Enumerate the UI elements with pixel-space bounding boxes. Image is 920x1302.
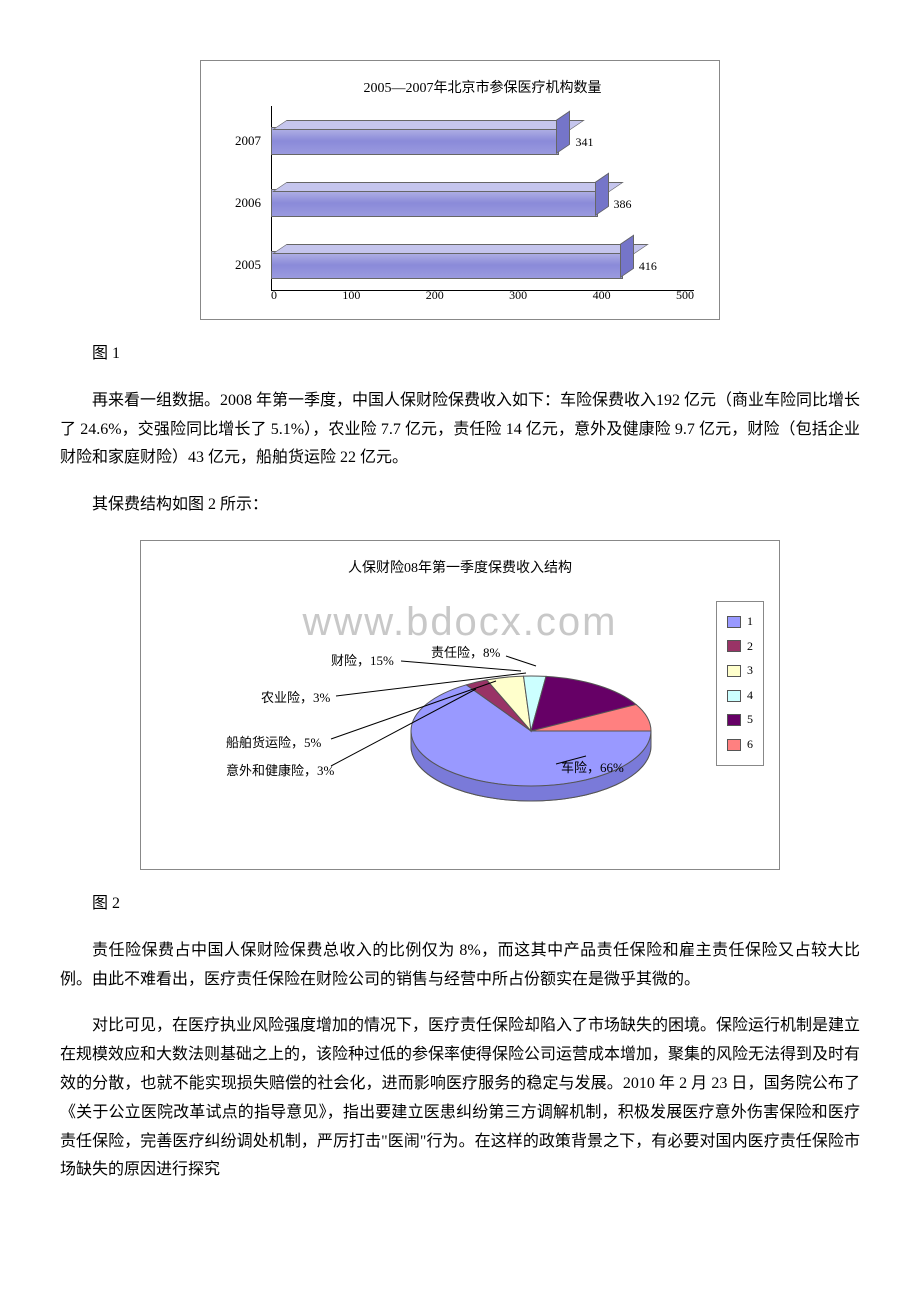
paragraph: 对比可见，在医疗执业风险强度增加的情况下，医疗责任保险却陷入了市场缺失的困境。保… xyxy=(60,1012,860,1185)
xtick: 400 xyxy=(593,285,611,307)
pie-slice-label: 责任险，8% xyxy=(431,641,500,664)
legend-swatch xyxy=(727,739,741,751)
legend-label: 6 xyxy=(747,734,753,756)
legend-swatch xyxy=(727,665,741,677)
bar-value: 386 xyxy=(614,194,632,216)
bar-category: 2007 xyxy=(221,129,261,152)
xtick: 500 xyxy=(676,285,694,307)
bar-row: 2006 386 xyxy=(271,178,694,228)
legend-swatch xyxy=(727,690,741,702)
pie-slice-label: 财险，15% xyxy=(331,649,394,672)
legend-item: 3 xyxy=(727,660,753,682)
xtick: 200 xyxy=(426,285,444,307)
legend-label: 5 xyxy=(747,709,753,731)
chart2-title: 人保财险08年第一季度保费收入结构 xyxy=(156,556,764,581)
xtick: 300 xyxy=(509,285,527,307)
chart1-title: 2005—2007年北京市参保医疗机构数量 xyxy=(271,76,694,101)
legend-swatch xyxy=(727,640,741,652)
pie-graphic xyxy=(401,651,661,832)
pie-slice-label: 船舶货运险，5% xyxy=(226,731,321,754)
legend-item: 6 xyxy=(727,734,753,756)
figure-caption-2: 图 2 xyxy=(60,890,860,919)
bar-category: 2006 xyxy=(221,191,261,214)
xtick: 100 xyxy=(342,285,360,307)
pie-slice-label: 车险，66% xyxy=(561,756,624,779)
legend-label: 1 xyxy=(747,611,753,633)
bar-value: 416 xyxy=(639,256,657,278)
bar-value: 341 xyxy=(575,132,593,154)
bar: 386 xyxy=(271,189,598,217)
paragraph: 其保费结构如图 2 所示： xyxy=(60,491,860,520)
legend-label: 4 xyxy=(747,685,753,707)
legend-label: 2 xyxy=(747,636,753,658)
legend-item: 2 xyxy=(727,636,753,658)
pie-slice-label: 农业险，3% xyxy=(261,686,330,709)
legend-item: 4 xyxy=(727,685,753,707)
pie-slice-label: 意外和健康险，3% xyxy=(226,759,334,782)
x-axis-ticks: 0 100 200 300 400 500 xyxy=(271,285,694,307)
xtick: 0 xyxy=(271,285,277,307)
bar-chart: 2005—2007年北京市参保医疗机构数量 2007 341 2006 386 … xyxy=(200,60,720,320)
pie-legend: 1 2 3 4 5 6 xyxy=(716,601,764,766)
legend-swatch xyxy=(727,616,741,628)
bar-category: 2005 xyxy=(221,253,261,276)
legend-item: 1 xyxy=(727,611,753,633)
paragraph: 再来看一组数据。2008 年第一季度，中国人保财险保费收入如下：车险保费收入19… xyxy=(60,387,860,473)
bar-row: 2007 341 xyxy=(271,116,694,166)
bar-row: 2005 416 xyxy=(271,240,694,290)
legend-swatch xyxy=(727,714,741,726)
bar: 416 xyxy=(271,251,623,279)
bar: 341 xyxy=(271,127,559,155)
pie-chart: 人保财险08年第一季度保费收入结构 www.bdocx.com xyxy=(140,540,780,870)
legend-label: 3 xyxy=(747,660,753,682)
legend-item: 5 xyxy=(727,709,753,731)
figure-caption-1: 图 1 xyxy=(60,340,860,369)
paragraph: 责任险保费占中国人保财险保费总收入的比例仅为 8%，而这其中产品责任保险和雇主责… xyxy=(60,937,860,995)
